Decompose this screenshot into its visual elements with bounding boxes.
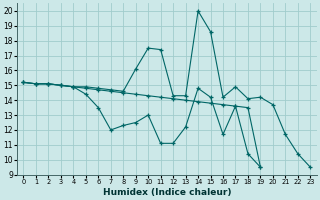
X-axis label: Humidex (Indice chaleur): Humidex (Indice chaleur) bbox=[103, 188, 231, 197]
